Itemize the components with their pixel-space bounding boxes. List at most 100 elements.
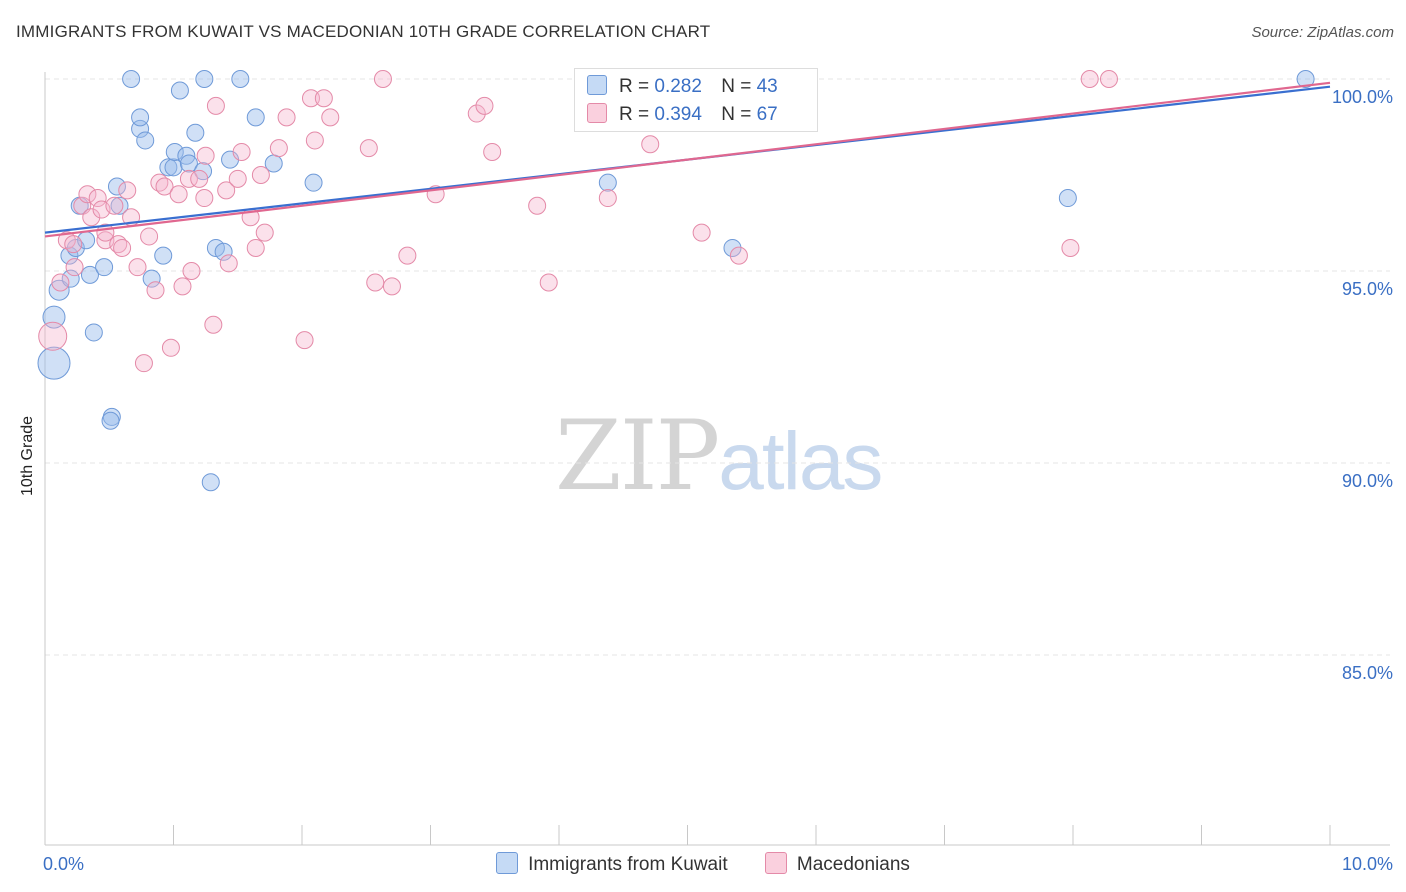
series-legend: Immigrants from Kuwait Macedonians: [0, 852, 1406, 876]
macedonians-point: [169, 185, 188, 204]
macedonians-trend-line: [44, 81, 1331, 238]
kuwait-point: [122, 70, 141, 88]
macedonians-point: [641, 135, 660, 154]
x-tick-label: 10.0%: [1342, 854, 1393, 874]
kuwait-point: [1296, 70, 1315, 88]
macedonians-point: [398, 246, 417, 265]
stats-legend: R = 0.282 N = 43 R = 0.394 N = 67: [574, 68, 818, 132]
macedonians-point: [82, 208, 101, 227]
macedonians-r-value: 0.394: [654, 104, 702, 125]
macedonians-point: [232, 142, 251, 161]
kuwait-point: [195, 70, 214, 88]
macedonians-point: [366, 273, 385, 292]
macedonians-point: [255, 223, 274, 242]
macedonians-point: [314, 89, 333, 108]
macedonians-point: [251, 166, 270, 184]
macedonians-point: [475, 96, 494, 115]
stats-row-kuwait: R = 0.282 N = 43: [587, 75, 778, 97]
legend-macedonians-label: Macedonians: [796, 854, 910, 875]
kuwait-point: [142, 269, 161, 288]
macedonians-point: [295, 331, 314, 350]
kuwait-point: [201, 473, 220, 492]
kuwait-point: [179, 154, 198, 173]
macedonians-n-value: 67: [756, 104, 778, 125]
macedonians-swatch: [587, 103, 607, 123]
legend-item-kuwait[interactable]: Immigrants from Kuwait: [496, 852, 728, 876]
kuwait-point: [101, 411, 120, 430]
macedonians-point: [467, 104, 486, 123]
macedonians-point: [219, 254, 238, 273]
macedonians-point: [78, 185, 97, 204]
kuwait-point: [136, 131, 155, 150]
macedonians-point: [1080, 70, 1099, 88]
macedonians-point: [65, 258, 84, 277]
macedonians-point: [140, 227, 159, 246]
axes: [44, 72, 1390, 846]
macedonians-point: [161, 338, 180, 357]
kuwait-point: [1058, 189, 1077, 208]
macedonians-point: [118, 181, 137, 200]
macedonians-point: [64, 235, 83, 254]
macedonians-point: [246, 238, 265, 257]
y-axis-label: 10th Grade: [19, 415, 36, 497]
kuwait-point: [95, 258, 114, 277]
macedonians-point: [195, 189, 214, 208]
kuwait-r-value: 0.282: [654, 76, 702, 97]
kuwait-point: [214, 242, 233, 261]
kuwait-point: [165, 142, 184, 161]
kuwait-point: [159, 158, 178, 177]
y-tick-label: 100.0%: [1332, 87, 1393, 107]
data-points: [37, 70, 1315, 492]
stats-row-macedonians: R = 0.394 N = 67: [587, 103, 778, 125]
y-tick-label: 85.0%: [1342, 663, 1393, 683]
macedonians-r-label: R =: [619, 104, 650, 125]
kuwait-n-label: N =: [721, 76, 752, 97]
kuwait-point: [60, 246, 79, 265]
macedonians-point: [301, 89, 320, 108]
watermark-atlas: atlas: [718, 416, 883, 507]
legend-macedonians-swatch: [764, 852, 787, 874]
macedonians-n-label: N =: [721, 104, 752, 125]
kuwait-point: [304, 173, 323, 192]
y-tick-label: 95.0%: [1342, 279, 1393, 299]
kuwait-point: [37, 346, 71, 380]
y-tick-label: 90.0%: [1342, 471, 1393, 491]
macedonians-point: [692, 223, 711, 242]
kuwait-point: [48, 279, 70, 301]
macedonians-point: [173, 277, 192, 296]
macedonians-point: [539, 273, 558, 292]
macedonians-point: [528, 196, 547, 215]
macedonians-point: [196, 146, 215, 165]
source-label: Source: ZipAtlas.com: [1251, 24, 1394, 41]
legend-item-macedonians[interactable]: Macedonians: [764, 852, 910, 876]
kuwait-point: [170, 81, 189, 100]
macedonians-point: [51, 273, 70, 292]
tick-labels: 100.0% 95.0% 90.0% 85.0% 0.0% 10.0%: [43, 87, 1393, 874]
gridlines: [45, 78, 1390, 656]
macedonians-point: [182, 262, 201, 280]
macedonians-point: [1099, 70, 1118, 88]
kuwait-point: [164, 158, 183, 177]
macedonians-point: [483, 142, 502, 161]
macedonians-point: [359, 139, 378, 158]
macedonians-point: [128, 258, 147, 277]
macedonians-point: [277, 108, 296, 127]
kuwait-point: [107, 177, 126, 196]
trend-lines: [44, 81, 1331, 238]
macedonians-point: [269, 139, 288, 158]
legend-kuwait-label: Immigrants from Kuwait: [528, 854, 728, 875]
kuwait-point: [154, 246, 173, 265]
watermark: ZIPatlas: [555, 400, 883, 512]
macedonians-point: [105, 196, 124, 215]
macedonians-point: [382, 277, 401, 296]
legend-kuwait-swatch: [496, 852, 519, 874]
macedonians-point: [38, 321, 68, 351]
macedonians-point: [190, 169, 209, 188]
kuwait-point: [723, 238, 742, 257]
kuwait-point: [231, 70, 250, 88]
x-tick-label: 0.0%: [43, 854, 84, 874]
macedonians-point: [134, 354, 153, 373]
macedonians-point: [88, 189, 107, 208]
kuwait-point: [246, 108, 265, 127]
